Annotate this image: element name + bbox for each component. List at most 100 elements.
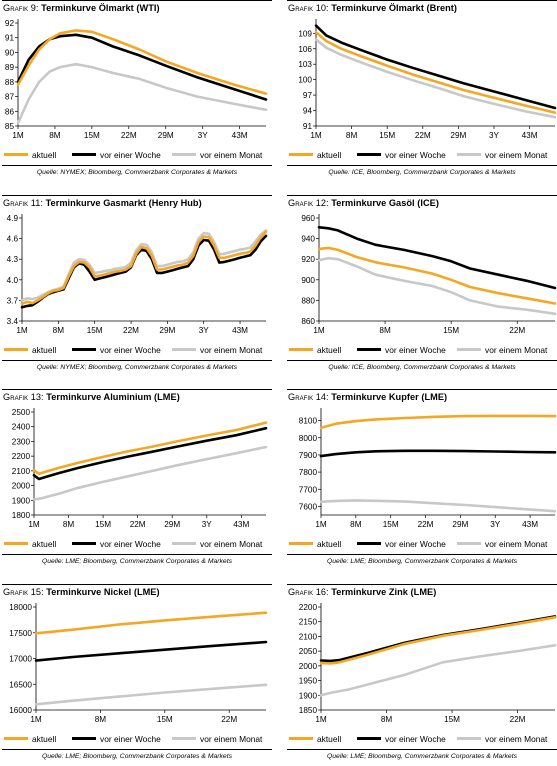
- legend-label-week: vor einer Woche: [100, 150, 161, 160]
- y-tick-label: 4.6: [7, 235, 19, 244]
- legend: aktuell vor einer Woche vor einem Monat: [287, 731, 557, 750]
- legend-label-month: vor einem Monat: [200, 150, 263, 160]
- chart-panel-wti: Grafik 9: Terminkurve Ölmarkt (WTI) 85 86 8…: [2, 0, 272, 180]
- legend: aktuell vor einer Woche vor einem Monat: [2, 536, 272, 555]
- x-tick-label: 8M: [63, 520, 75, 529]
- y-tick-label: 7800: [299, 468, 318, 477]
- legend-item-current: aktuell: [4, 150, 56, 160]
- x-tick-label: 8M: [350, 520, 362, 529]
- panel-top-rule: [2, 0, 272, 1]
- x-tick-label: 15M: [84, 131, 100, 140]
- chart-panel-gasoil: Grafik 12: Terminkurve Gasöl (ICE) 860 880…: [287, 195, 557, 375]
- x-tick-label: 43M: [232, 131, 248, 140]
- chart-title: Grafik 15: Terminkurve Nickel (LME): [3, 587, 160, 597]
- chart-title-text: Terminkurve Aluminium (LME): [43, 392, 180, 402]
- legend-label-month: vor einem Monat: [485, 734, 548, 744]
- y-tick-label: 3.4: [7, 317, 19, 326]
- y-tick-label: 85: [5, 122, 15, 131]
- legend-swatch-month: [457, 153, 481, 157]
- y-tick-label: 4.3: [7, 255, 19, 264]
- y-tick-label: 88: [5, 78, 15, 87]
- legend-item-current: aktuell: [4, 539, 56, 549]
- chart-title-text: Terminkurve Gasöl (ICE): [328, 198, 439, 208]
- y-tick-label: 8100: [299, 417, 318, 426]
- y-tick-label: 940: [301, 235, 315, 244]
- legend-item-week: vor einer Woche: [357, 734, 446, 744]
- series-line-month: [317, 256, 557, 316]
- x-tick-label: 1M: [30, 715, 42, 724]
- chart-title-text: Terminkurve Zink (LME): [328, 587, 437, 597]
- chart-title: Grafik 14: Terminkurve Kupfer (LME): [288, 392, 447, 402]
- chart-number: Grafik 16:: [288, 587, 329, 597]
- y-tick-label: 7700: [299, 485, 318, 494]
- y-tick-label: 2100: [299, 632, 318, 641]
- series-line-current: [314, 30, 557, 114]
- x-tick-label: 22M: [123, 326, 139, 335]
- y-tick-label: 92: [5, 19, 15, 28]
- y-tick-label: 103: [298, 60, 312, 69]
- plot-area: 1800 1900 2000 2100 2200 2300 2400 2500 1M 8M 15M 2…: [12, 408, 268, 529]
- y-tick-label: 2200: [12, 452, 31, 461]
- x-tick-label: 15M: [95, 520, 111, 529]
- x-tick-label: 29M: [450, 131, 466, 140]
- source-note: Quelle: NYMEX; Bloomberg, Commerzbank Co…: [36, 169, 238, 176]
- legend-swatch-current: [4, 737, 28, 741]
- legend-item-week: vor einer Woche: [72, 539, 161, 549]
- legend-label-current: aktuell: [32, 345, 57, 355]
- y-tick-label: 2300: [12, 437, 31, 446]
- x-tick-label: 15M: [444, 715, 460, 724]
- source-note: Quelle: LME; Bloomberg, Commerzbank Corp…: [41, 558, 232, 565]
- legend-label-month: vor einem Monat: [200, 539, 263, 549]
- legend-label-week: vor einer Woche: [100, 734, 161, 744]
- chart-title-text: Terminkurve Nickel (LME): [43, 587, 160, 597]
- legend-label-current: aktuell: [32, 539, 57, 549]
- legend: aktuell vor einer Woche vor einem Monat: [287, 342, 557, 361]
- x-tick-label: 3Y: [489, 131, 500, 140]
- legend-item-month: vor einem Monat: [172, 345, 262, 355]
- x-tick-label: 8M: [346, 131, 358, 140]
- y-tick-label: 106: [298, 45, 312, 54]
- x-tick-label: 15M: [383, 520, 399, 529]
- panel-top-rule: [287, 195, 557, 196]
- series-line-current: [319, 414, 557, 430]
- chart-title-text: Terminkurve Ölmarkt (Brent): [328, 3, 457, 13]
- y-tick-label: 1850: [299, 706, 318, 715]
- y-tick-label: 4.0: [7, 276, 19, 285]
- legend-label-week: vor einer Woche: [385, 150, 446, 160]
- legend-item-month: vor einem Monat: [457, 345, 547, 355]
- chart-number: Grafik 9:: [3, 3, 39, 13]
- y-tick-label: 18000: [9, 603, 32, 612]
- series-line-current: [319, 616, 557, 665]
- legend-item-week: vor einer Woche: [357, 539, 446, 549]
- y-tick-label: 97: [303, 91, 313, 100]
- y-tick-label: 2050: [299, 647, 318, 656]
- x-tick-label: 3Y: [198, 131, 209, 140]
- series-line-week: [16, 33, 268, 101]
- x-tick-label: 22M: [221, 715, 237, 724]
- x-tick-label: 22M: [415, 131, 431, 140]
- plot-area: 3.4 3.7 4.0 4.3 4.6 4.9 1M 8M 15M 22M 29M 3Y 43M: [7, 214, 268, 335]
- legend-label-week: vor einer Woche: [100, 345, 161, 355]
- legend-item-current: aktuell: [4, 734, 56, 744]
- y-tick-label: 100: [298, 76, 312, 85]
- legend-swatch-week: [72, 542, 96, 546]
- y-tick-label: 2500: [12, 408, 31, 417]
- y-tick-label: 1950: [299, 677, 318, 686]
- series-line-current: [16, 29, 268, 95]
- legend-label-current: aktuell: [317, 539, 342, 549]
- chart-panel-zink: Grafik 16: Terminkurve Zink (LME) 1850 190…: [287, 584, 557, 764]
- x-tick-label: 8M: [379, 326, 391, 335]
- legend-label-week: vor einer Woche: [385, 539, 446, 549]
- legend-swatch-week: [357, 153, 381, 157]
- x-tick-label: 8M: [49, 131, 61, 140]
- y-tick-label: 91: [303, 122, 313, 131]
- series-line-week: [317, 226, 557, 290]
- x-tick-label: 3Y: [199, 326, 210, 335]
- plot-area: 85 86 87 88 89 90 91 92 1M 8M 15M 22M 29M 3Y 43M: [5, 19, 268, 140]
- legend-swatch-week: [357, 542, 381, 546]
- chart-title: Grafik 9: Terminkurve Ölmarkt (WTI): [3, 3, 160, 13]
- legend-item-month: vor einem Monat: [172, 150, 262, 160]
- x-tick-label: 8M: [53, 326, 65, 335]
- series-line-current: [34, 611, 268, 635]
- series-line-month: [319, 644, 557, 697]
